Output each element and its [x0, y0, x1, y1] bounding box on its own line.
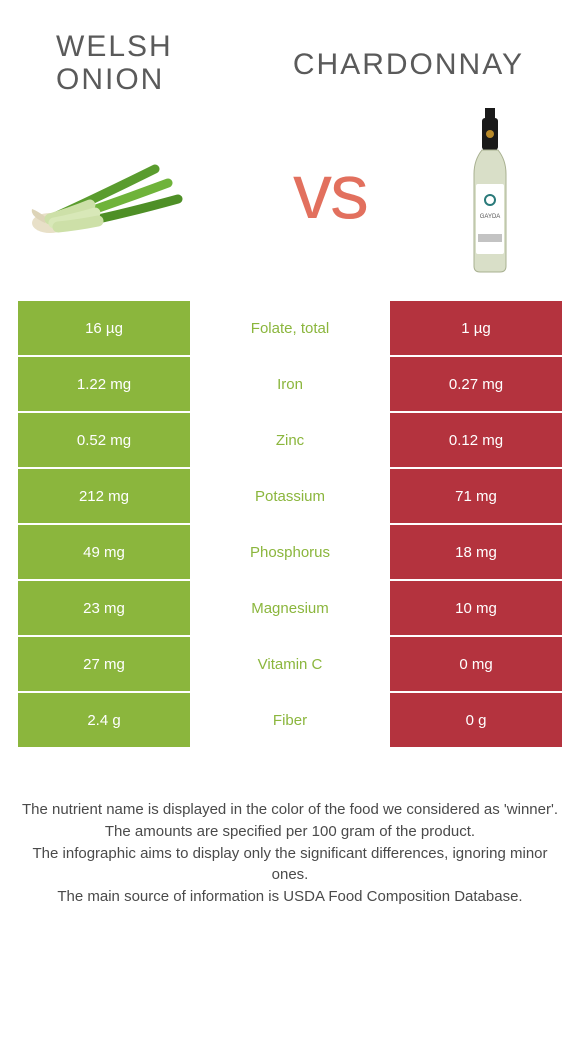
right-value: 0 g	[390, 693, 562, 747]
visual-row: vs GAYDA	[0, 96, 580, 301]
right-value: 71 mg	[390, 469, 562, 523]
left-value: 16 µg	[18, 301, 190, 355]
table-row: 49 mgPhosphorus18 mg	[18, 525, 562, 579]
welsh-onion-image	[20, 131, 200, 251]
right-value: 0.27 mg	[390, 357, 562, 411]
vs-label: vs	[293, 152, 367, 230]
table-row: 27 mgVitamin C0 mg	[18, 637, 562, 691]
nutrient-label: Magnesium	[190, 581, 390, 635]
svg-text:GAYDA: GAYDA	[480, 214, 501, 220]
right-value: 1 µg	[390, 301, 562, 355]
nutrient-label: Iron	[190, 357, 390, 411]
nutrient-label: Folate, total	[190, 301, 390, 355]
right-value: 0 mg	[390, 637, 562, 691]
table-row: 16 µgFolate, total1 µg	[18, 301, 562, 355]
table-row: 23 mgMagnesium10 mg	[18, 581, 562, 635]
table-row: 2.4 gFiber0 g	[18, 693, 562, 747]
table-row: 0.52 mgZinc0.12 mg	[18, 413, 562, 467]
comparison-table: 16 µgFolate, total1 µg1.22 mgIron0.27 mg…	[0, 301, 580, 747]
footer-line-4: The main source of information is USDA F…	[18, 886, 562, 908]
footer-line-3: The infographic aims to display only the…	[18, 843, 562, 887]
footer-notes: The nutrient name is displayed in the co…	[0, 749, 580, 908]
left-value: 2.4 g	[18, 693, 190, 747]
nutrient-label: Phosphorus	[190, 525, 390, 579]
left-value: 1.22 mg	[18, 357, 190, 411]
nutrient-label: Vitamin C	[190, 637, 390, 691]
left-value: 0.52 mg	[18, 413, 190, 467]
left-value: 23 mg	[18, 581, 190, 635]
title-left-line1: Welsh	[56, 30, 173, 63]
title-left: Welsh onion	[56, 30, 173, 96]
left-value: 27 mg	[18, 637, 190, 691]
table-row: 212 mgPotassium71 mg	[18, 469, 562, 523]
footer-line-2: The amounts are specified per 100 gram o…	[18, 821, 562, 843]
title-right: Chardonnay	[293, 30, 524, 82]
nutrient-label: Fiber	[190, 693, 390, 747]
right-value: 0.12 mg	[390, 413, 562, 467]
nutrient-label: Zinc	[190, 413, 390, 467]
left-value: 49 mg	[18, 525, 190, 579]
footer-line-1: The nutrient name is displayed in the co…	[18, 799, 562, 821]
chardonnay-image: GAYDA	[460, 106, 520, 276]
right-value: 10 mg	[390, 581, 562, 635]
right-value: 18 mg	[390, 525, 562, 579]
header: Welsh onion Chardonnay	[0, 0, 580, 96]
table-row: 1.22 mgIron0.27 mg	[18, 357, 562, 411]
title-left-line2: onion	[56, 63, 164, 96]
left-value: 212 mg	[18, 469, 190, 523]
nutrient-label: Potassium	[190, 469, 390, 523]
